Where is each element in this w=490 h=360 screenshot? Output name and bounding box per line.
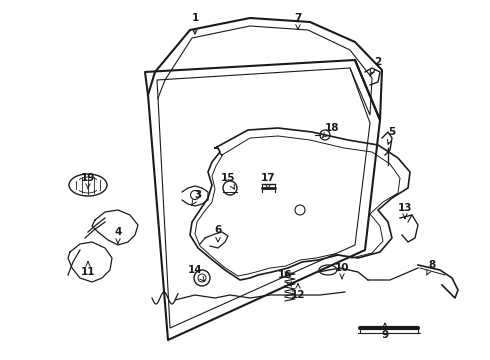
Text: 16: 16 (278, 270, 292, 286)
Text: 4: 4 (114, 227, 122, 243)
Text: 14: 14 (188, 265, 204, 281)
Text: 19: 19 (81, 173, 95, 189)
Text: 6: 6 (215, 225, 221, 242)
Text: 1: 1 (192, 13, 198, 34)
Text: 2: 2 (370, 57, 382, 75)
Text: 15: 15 (221, 173, 235, 189)
Text: 12: 12 (291, 284, 305, 300)
Text: 7: 7 (294, 13, 302, 29)
Text: 8: 8 (426, 260, 436, 275)
Text: 18: 18 (322, 123, 339, 138)
Text: 13: 13 (398, 203, 412, 219)
Text: 9: 9 (381, 323, 389, 340)
Text: 5: 5 (388, 127, 395, 144)
Text: 10: 10 (335, 263, 349, 279)
Text: 17: 17 (261, 173, 275, 189)
Text: 11: 11 (81, 261, 95, 277)
Text: 3: 3 (192, 190, 201, 205)
